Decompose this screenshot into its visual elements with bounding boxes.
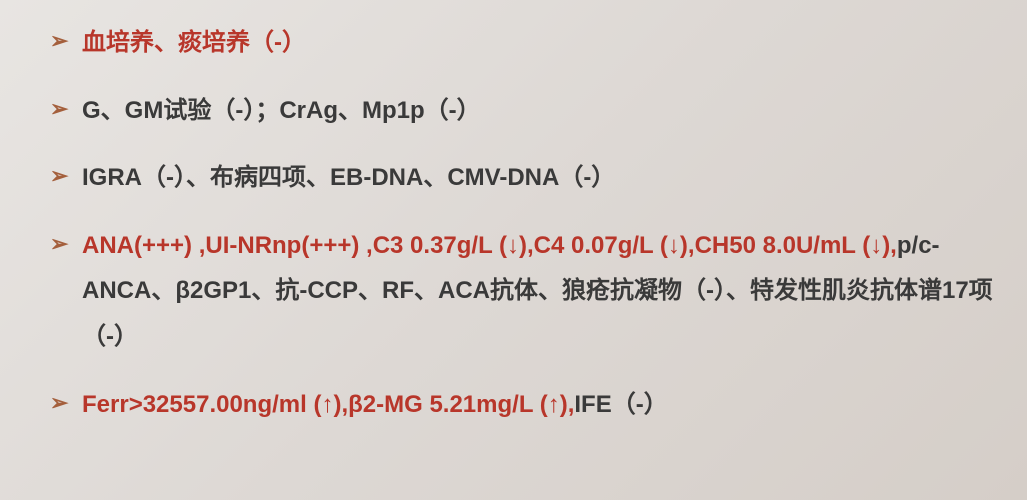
result-text-highlight: Ferr>32557.00ng/ml (↑),β2-MG 5.21mg/L (↑… [82, 391, 574, 418]
list-item: G、GM试验（-）；CrAg、Mp1p（-） [50, 88, 997, 134]
result-text: 血培养、痰培养（-） [82, 29, 306, 56]
result-text-highlight: ANA(+++) ,UI-NRnp(+++) ,C3 0.37g/L (↓),C… [82, 232, 897, 259]
result-text: IGRA（-）、布病四项、EB-DNA、CMV-DNA（-） [82, 164, 615, 191]
result-text: G、GM试验（-）；CrAg、Mp1p（-） [82, 97, 481, 124]
list-item: 血培养、痰培养（-） [50, 20, 997, 66]
list-item: ANA(+++) ,UI-NRnp(+++) ,C3 0.37g/L (↓),C… [50, 223, 997, 360]
list-item: Ferr>32557.00ng/ml (↑),β2-MG 5.21mg/L (↑… [50, 382, 997, 428]
list-item: IGRA（-）、布病四项、EB-DNA、CMV-DNA（-） [50, 155, 997, 201]
lab-results-list: 血培养、痰培养（-） G、GM试验（-）；CrAg、Mp1p（-） IGRA（-… [50, 20, 997, 427]
result-text: IFE（-） [574, 391, 667, 418]
